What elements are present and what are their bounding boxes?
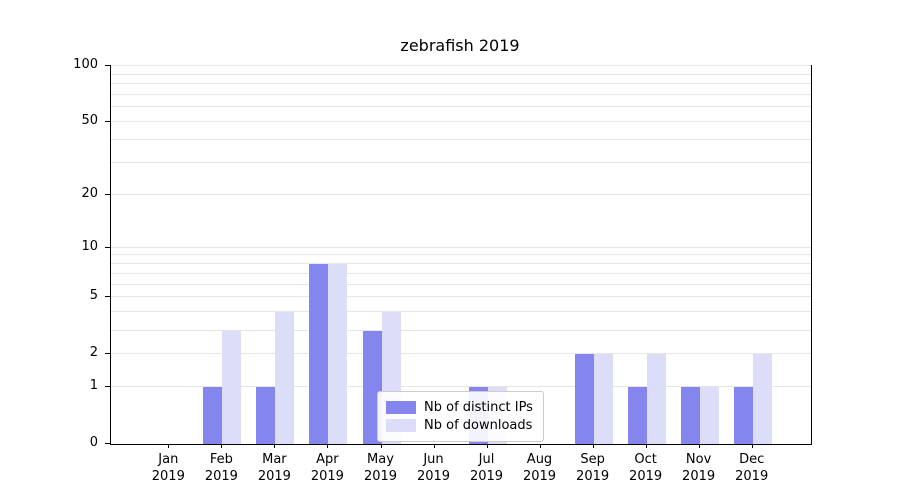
x-tick-label-mar: Mar 2019 <box>257 452 291 484</box>
gridline <box>111 73 811 75</box>
bar-nb-of-downloads-dec <box>752 354 772 444</box>
gridline <box>111 83 811 85</box>
y-tick-label: 2 <box>89 345 98 360</box>
y-tick-mark <box>105 296 110 298</box>
gridline <box>111 138 811 140</box>
gridline <box>111 296 811 298</box>
y-tick-mark <box>105 65 110 66</box>
x-tick-label-jul: Jul 2019 <box>469 452 504 484</box>
gridline <box>111 311 811 313</box>
x-tick-label-sep: Sep 2019 <box>576 452 610 484</box>
legend-swatch <box>386 419 416 432</box>
y-tick-mark <box>105 193 110 195</box>
gridline <box>111 272 811 274</box>
x-tick-label-dec: Dec 2019 <box>735 452 769 484</box>
x-tick-mark <box>221 444 223 448</box>
legend-entry: Nb of downloads <box>386 418 533 433</box>
gridline <box>111 121 811 122</box>
x-tick-mark <box>486 444 488 448</box>
bar-nb-of-downloads-oct <box>646 354 666 444</box>
legend-swatch <box>386 401 416 414</box>
plot-area: Nb of distinct IPs Nb of downloads <box>110 65 812 445</box>
gridline <box>111 106 811 108</box>
x-tick-mark <box>168 444 170 448</box>
chart-title: zebrafish 2019 <box>400 36 520 55</box>
y-tick-label: 20 <box>81 185 98 201</box>
legend: Nb of distinct IPs Nb of downloads <box>377 391 544 442</box>
x-tick-label-feb: Feb 2019 <box>204 452 238 484</box>
gridline <box>111 386 811 388</box>
x-tick-label-oct: Oct 2019 <box>629 452 663 484</box>
legend-entry: Nb of distinct IPs <box>386 400 533 415</box>
bar-nb-of-distinct-ips-feb <box>203 387 223 444</box>
y-tick-label: 1 <box>89 378 98 394</box>
bar-nb-of-distinct-ips-sep <box>574 354 594 444</box>
x-tick-mark <box>592 444 594 448</box>
x-tick-mark <box>539 444 541 448</box>
x-tick-label-jan: Jan 2019 <box>151 452 185 484</box>
y-tick-mark <box>105 353 110 354</box>
x-tick-label-may: May 2019 <box>363 452 398 484</box>
y-tick-label: 10 <box>81 238 98 254</box>
gridline <box>111 263 811 264</box>
y-tick-label: 100 <box>73 57 98 72</box>
bar-nb-of-downloads-feb <box>222 330 242 444</box>
legend-entries: Nb of distinct IPs Nb of downloads <box>386 400 533 433</box>
gridline <box>111 353 811 354</box>
gridline <box>111 329 811 331</box>
x-tick-mark <box>698 444 700 448</box>
y-tick-mark <box>105 246 110 248</box>
bar-nb-of-distinct-ips-oct <box>627 387 647 444</box>
x-tick-label-jun: Jun 2019 <box>416 452 451 484</box>
bar-nb-of-distinct-ips-nov <box>680 387 700 444</box>
gridline <box>111 193 811 195</box>
x-tick-mark <box>751 444 753 448</box>
x-tick-mark <box>274 444 276 448</box>
x-tick-mark <box>327 444 329 448</box>
x-tick-mark <box>645 444 647 448</box>
bar-nb-of-downloads-nov <box>699 387 719 444</box>
x-tick-label-nov: Nov 2019 <box>682 452 716 484</box>
gridline <box>111 161 811 163</box>
y-tick-label: 50 <box>81 113 98 128</box>
x-tick-label-aug: Aug 2019 <box>522 452 557 484</box>
bar-nb-of-downloads-sep <box>593 354 613 444</box>
y-tick-label: 0 <box>89 435 98 450</box>
bar-nb-of-downloads-apr <box>328 264 348 444</box>
y-tick-mark <box>105 443 110 444</box>
x-tick-label-apr: Apr 2019 <box>310 452 344 484</box>
bar-nb-of-distinct-ips-mar <box>256 387 276 444</box>
bar-nb-of-distinct-ips-may <box>362 330 382 444</box>
bar-nb-of-distinct-ips-apr <box>309 264 329 444</box>
gridline <box>111 246 811 248</box>
bar-nb-of-distinct-ips-dec <box>733 387 753 444</box>
legend-label: Nb of distinct IPs <box>424 400 533 415</box>
y-tick-mark <box>105 386 110 388</box>
legend-label: Nb of downloads <box>424 418 533 433</box>
x-tick-mark <box>433 444 435 448</box>
gridline <box>111 254 811 256</box>
gridline <box>111 283 811 285</box>
y-tick-mark <box>105 121 110 122</box>
y-tick-label: 5 <box>89 288 98 304</box>
x-tick-mark <box>380 444 382 448</box>
gridline <box>111 93 811 95</box>
bar-nb-of-downloads-mar <box>275 312 295 444</box>
gridline <box>111 65 811 66</box>
